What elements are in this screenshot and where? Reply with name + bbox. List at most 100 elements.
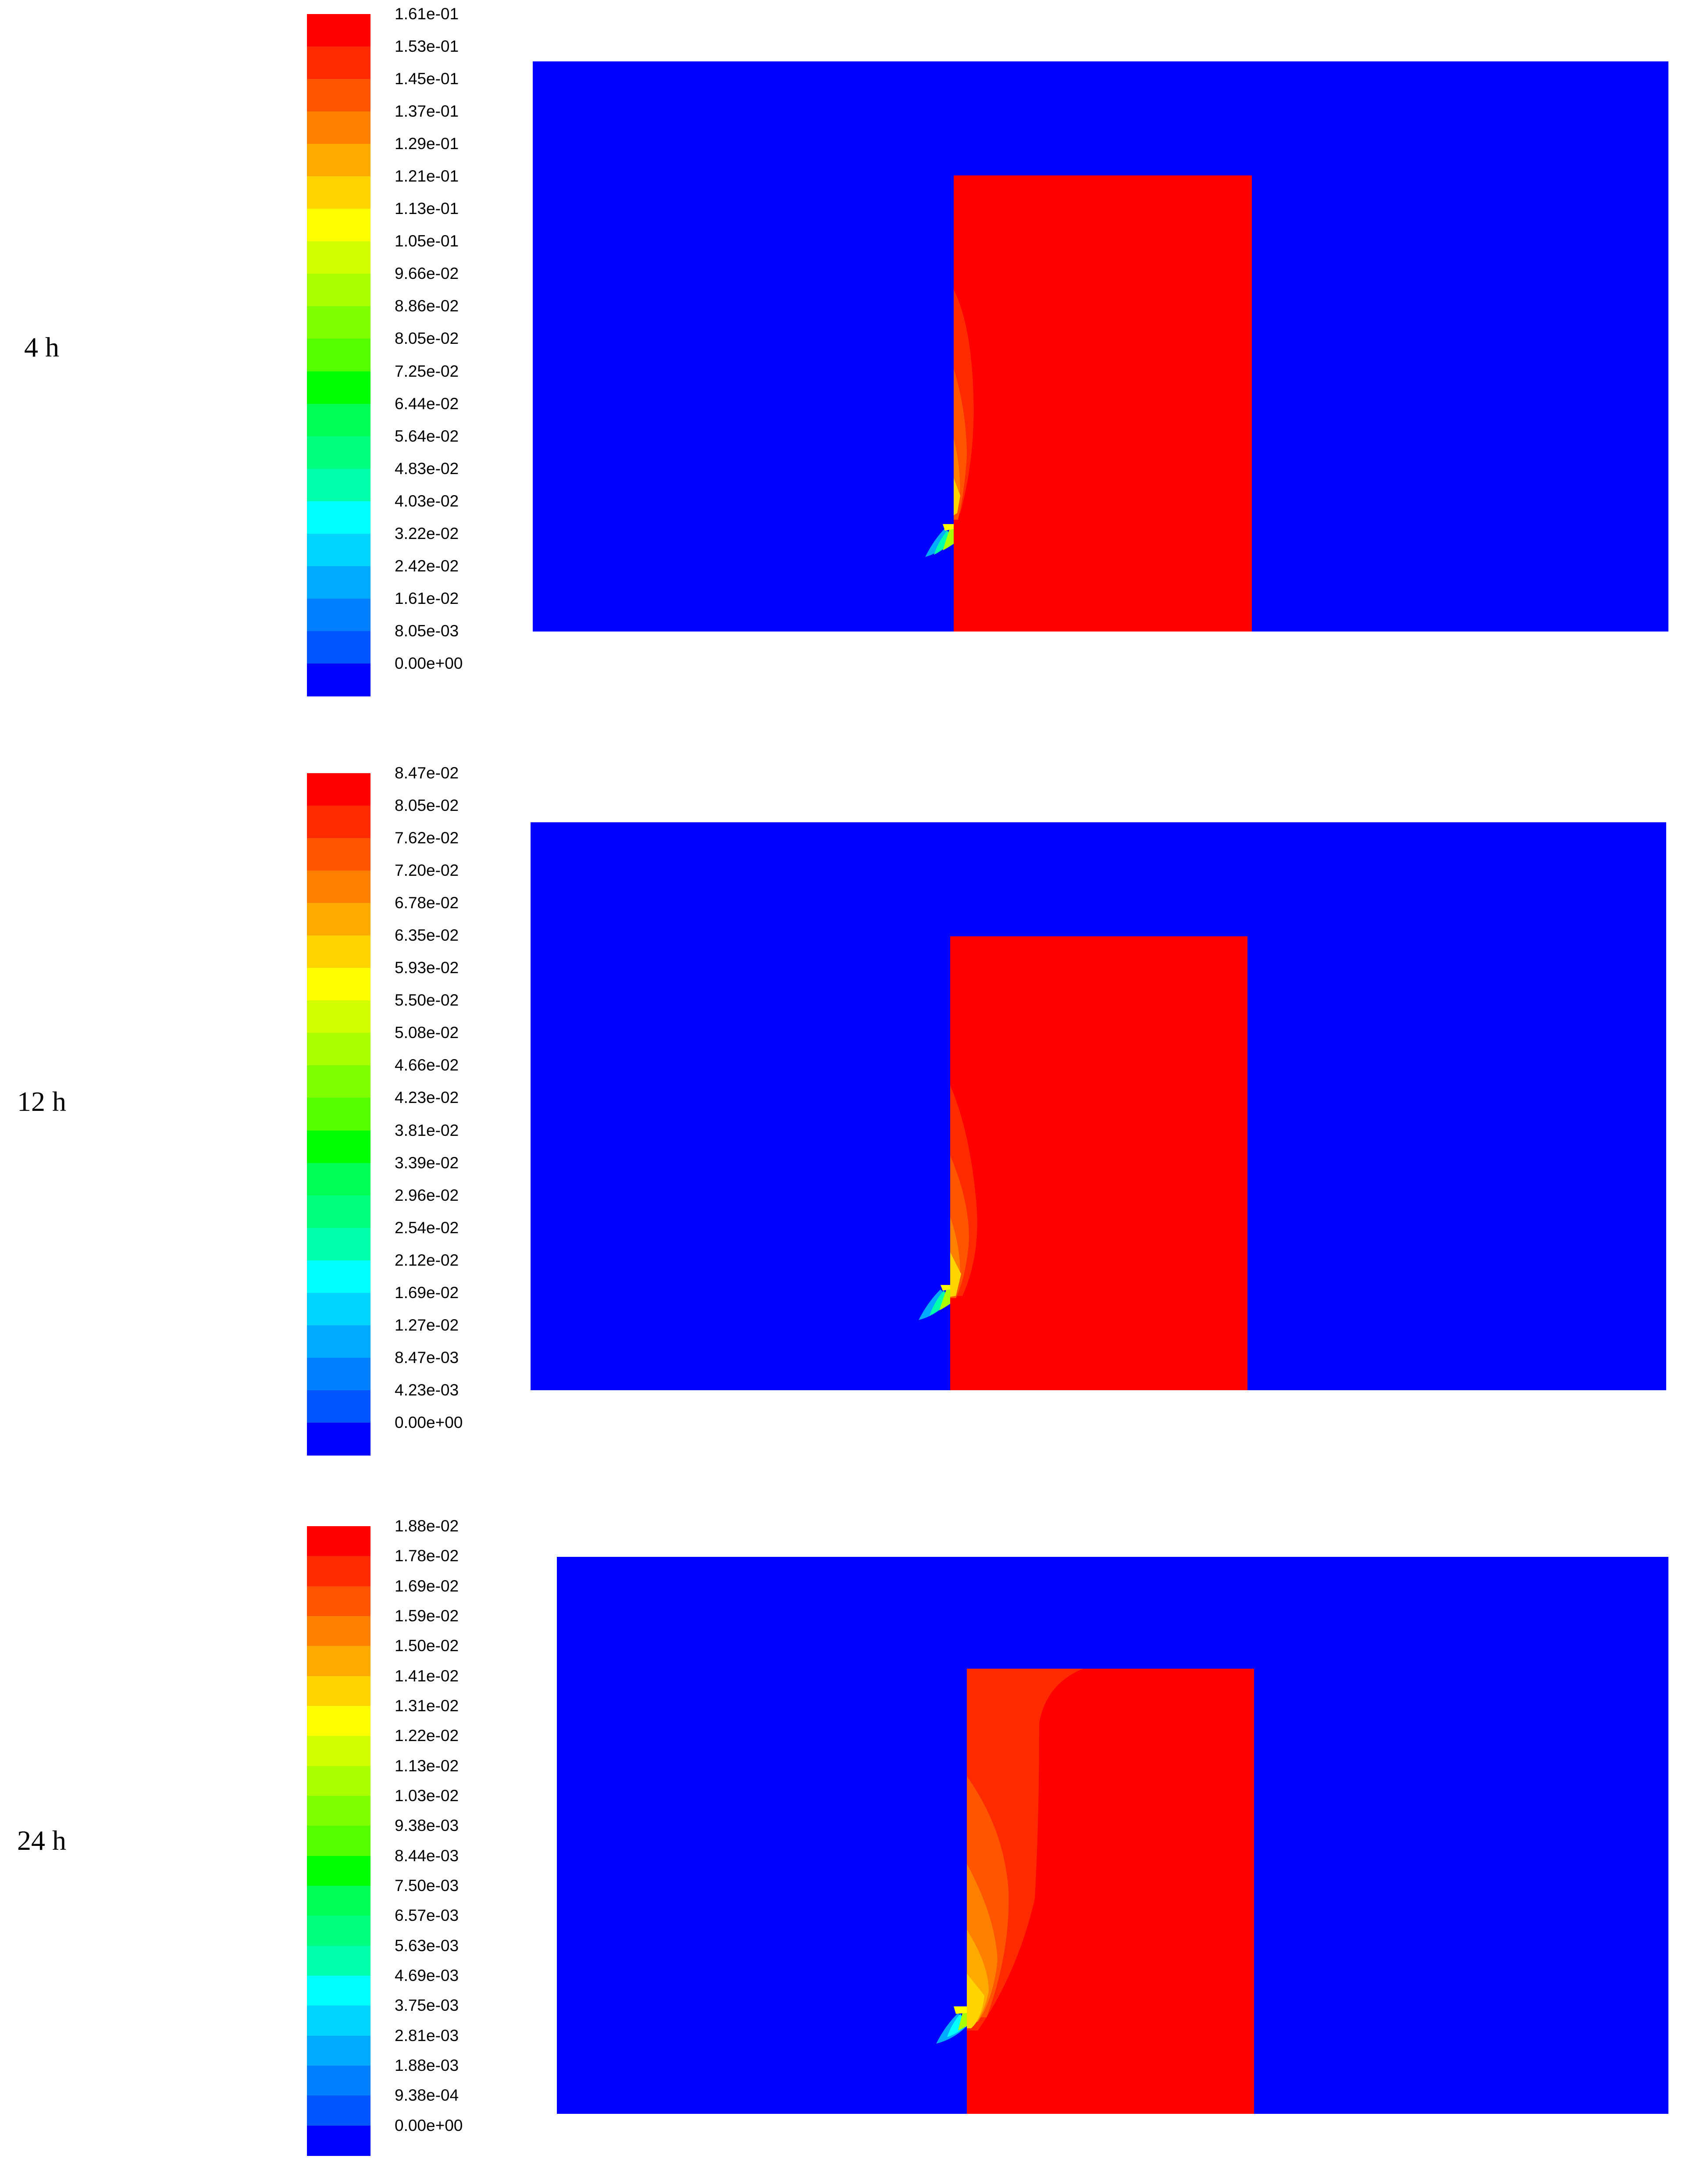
colorbar-tick-label: 2.96e-02 <box>395 1186 459 1204</box>
colorbar-tick-label: 3.75e-03 <box>395 1996 459 2015</box>
time-label: 4 h <box>24 332 59 363</box>
colorbar-tick-label: 4.83e-02 <box>395 459 459 478</box>
colorbar-band <box>307 598 371 632</box>
colorbar-tick-label: 2.12e-02 <box>395 1251 459 1269</box>
colorbar-tick-label: 5.93e-02 <box>395 959 459 977</box>
colorbar-band <box>307 1065 371 1099</box>
colorbar-band <box>307 1586 371 1617</box>
colorbar-tick-label: 1.69e-02 <box>395 1577 459 1595</box>
colorbar-band <box>307 806 371 839</box>
interface-gradient <box>936 1669 1083 2044</box>
colorbar-band <box>307 903 371 936</box>
colorbar-tick-label: 1.03e-02 <box>395 1787 459 1805</box>
colorbar-band <box>307 1526 371 1557</box>
colorbar-tick-label: 4.23e-02 <box>395 1088 459 1107</box>
colorbar-tick-label: 5.08e-02 <box>395 1024 459 1042</box>
panel-4h: 4 h 1.61e-01 1.53e-01 1.45e-01 1.37e-01 1.29… <box>0 0 1682 719</box>
colorbar-tick-label: 5.50e-02 <box>395 991 459 1010</box>
colorbar-band <box>307 1325 371 1358</box>
colorbar-band <box>307 1195 371 1228</box>
colorbar-tick-label: 2.54e-02 <box>395 1218 459 1237</box>
colorbar-tick-label: 4.23e-03 <box>395 1381 459 1399</box>
colorbar-band <box>307 1826 371 1856</box>
colorbar-tick-label: 4.69e-03 <box>395 1966 459 1984</box>
colorbar-tick-label: 1.13e-02 <box>395 1756 459 1775</box>
colorbar-band <box>307 468 371 502</box>
colorbar-band <box>307 1616 371 1647</box>
colorbar-band <box>307 274 371 307</box>
colorbar-band <box>307 2035 371 2066</box>
colorbar-band <box>307 1736 371 1766</box>
colorbar-tick-label: 0.00e+00 <box>395 2116 463 2134</box>
colorbar-tick-label: 6.57e-03 <box>395 1906 459 1925</box>
colorbar-band <box>307 1260 371 1293</box>
colorbar-band <box>307 1292 371 1326</box>
colorbar-band <box>307 1130 371 1163</box>
colorbar-band <box>307 144 371 177</box>
colorbar-band <box>307 1098 371 1131</box>
colorbar-band <box>307 501 371 534</box>
colorbar-tick-label: 1.27e-02 <box>395 1316 459 1334</box>
colorbar-band <box>307 2066 371 2096</box>
colorbar-band <box>307 176 371 210</box>
colorbar-tick-label: 1.13e-01 <box>395 200 459 218</box>
colorbar-band <box>307 1390 371 1423</box>
colorbar-band <box>307 1766 371 1796</box>
colorbar-tick-label: 0.00e+00 <box>395 1413 463 1431</box>
colorbar-band <box>307 241 371 275</box>
colorbar-tick-label: 5.64e-02 <box>395 427 459 445</box>
colorbar-band <box>307 111 371 145</box>
solid-block <box>954 175 1252 632</box>
colorbar-band <box>307 1676 371 1706</box>
colorbar-band <box>307 1556 371 1587</box>
colorbar-tick-label: 1.53e-01 <box>395 37 459 56</box>
colorbar-tick-label: 8.47e-02 <box>395 764 459 782</box>
contour-plot <box>557 1557 1668 2114</box>
colorbar-tick-label: 3.81e-02 <box>395 1121 459 1139</box>
colorbar-tick-label: 3.39e-02 <box>395 1153 459 1172</box>
colorbar-tick-label: 9.38e-04 <box>395 2086 459 2105</box>
colorbar-band <box>307 1357 371 1391</box>
colorbar-band <box>307 1646 371 1677</box>
colorbar-band <box>307 663 371 696</box>
colorbar-tick-label: 1.78e-02 <box>395 1547 459 1565</box>
interface-gradient <box>925 289 974 557</box>
colorbar-band <box>307 566 371 599</box>
colorbar-band <box>307 371 371 404</box>
colorbar-tick-label: 8.86e-02 <box>395 297 459 315</box>
colorbar-band <box>307 1163 371 1196</box>
colorbar-tick-label: 1.61e-02 <box>395 589 459 607</box>
colorbar-band <box>307 403 371 437</box>
colorbar-band <box>307 1976 371 2006</box>
panel-12h: 12 h 8.47e-02 8.05e-02 7.62e-02 7.20e-02 6.7… <box>0 719 1682 1456</box>
colorbar-tick-label: 1.61e-01 <box>395 5 459 23</box>
colorbar-band <box>307 1886 371 1916</box>
colorbar-band <box>307 773 371 807</box>
colorbar: 1.88e-02 1.78e-02 1.69e-02 1.59e-02 1.50e-02… <box>307 1517 463 2156</box>
colorbar: 8.47e-02 8.05e-02 7.62e-02 7.20e-02 6.78e-02… <box>307 764 463 1456</box>
colorbar-tick-label: 1.37e-01 <box>395 102 459 121</box>
colorbar-band <box>307 2095 371 2126</box>
contour-plot <box>533 61 1668 632</box>
colorbar-band <box>307 14 371 47</box>
colorbar-band <box>307 2006 371 2036</box>
colorbar-band <box>307 1000 371 1034</box>
colorbar-tick-label: 1.88e-03 <box>395 2056 459 2074</box>
colorbar-tick-label: 4.66e-02 <box>395 1056 459 1074</box>
colorbar-tick-label: 1.41e-02 <box>395 1667 459 1685</box>
colorbar-tick-label: 0.00e+00 <box>395 654 463 672</box>
colorbar-band <box>307 871 371 904</box>
colorbar-tick-label: 7.25e-02 <box>395 362 459 380</box>
contour-plot <box>531 822 1666 1390</box>
colorbar-tick-label: 3.22e-02 <box>395 524 459 542</box>
colorbar-tick-label: 1.45e-01 <box>395 70 459 88</box>
colorbar-tick-label: 6.78e-02 <box>395 894 459 912</box>
colorbar-band <box>307 1916 371 1946</box>
colorbar-band <box>307 631 371 664</box>
colorbar-band <box>307 968 371 1001</box>
panel-24h: 24 h 1.88e-02 1.78e-02 1.69e-02 1.59e-02 1.5… <box>0 1438 1682 2184</box>
colorbar-tick-label: 8.05e-03 <box>395 621 459 640</box>
colorbar-tick-label: 9.38e-03 <box>395 1816 459 1835</box>
colorbar-tick-label: 4.03e-02 <box>395 492 459 510</box>
colorbar-tick-label: 1.88e-02 <box>395 1517 459 1535</box>
